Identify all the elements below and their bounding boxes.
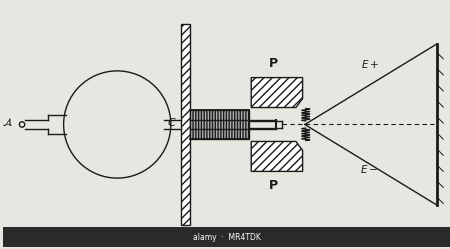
Text: $E+$: $E+$ xyxy=(360,58,378,70)
Polygon shape xyxy=(251,78,302,108)
Text: $\mathit{C}$: $\mathit{C}$ xyxy=(167,116,177,128)
Text: $\mathcal{A}$: $\mathcal{A}$ xyxy=(2,117,13,128)
Text: $\mathbf{P}$: $\mathbf{P}$ xyxy=(268,180,279,192)
Text: $E-$: $E-$ xyxy=(360,163,379,175)
Polygon shape xyxy=(251,141,302,171)
Text: alamy  ·  MR4TDK: alamy · MR4TDK xyxy=(193,233,261,242)
Bar xyxy=(190,110,249,139)
Bar xyxy=(3,227,450,247)
Text: $\mathbf{P}$: $\mathbf{P}$ xyxy=(268,57,279,69)
Bar xyxy=(181,24,190,225)
